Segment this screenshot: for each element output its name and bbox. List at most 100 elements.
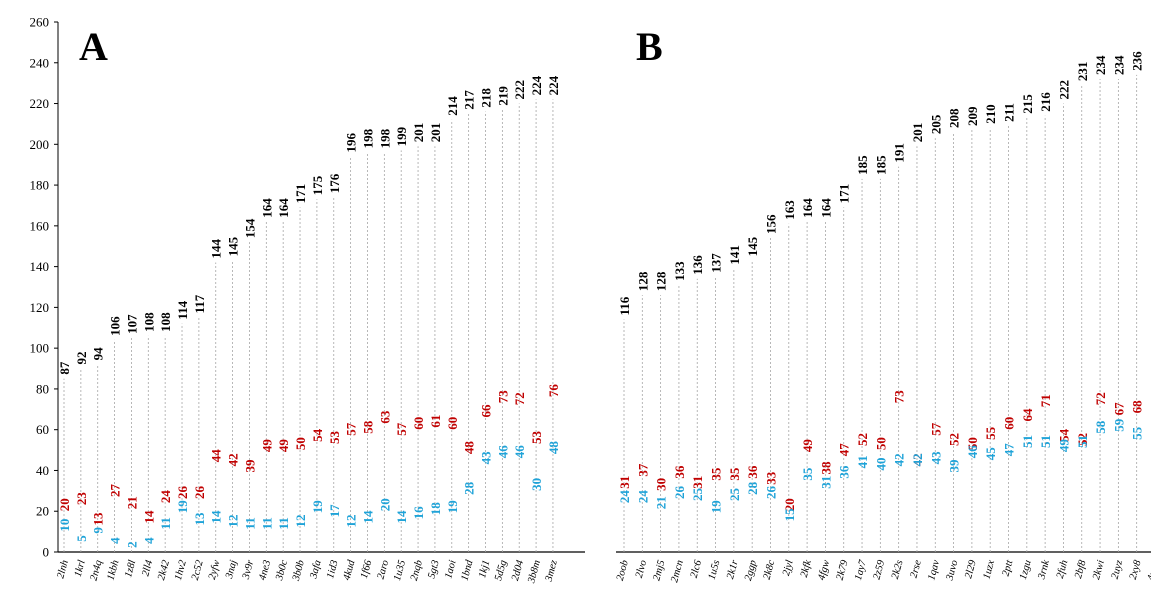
value-label-blue: 5	[74, 535, 89, 542]
y-tick-label: 220	[30, 96, 50, 111]
value-label-black: 222	[1056, 80, 1071, 100]
value-label-black: 145	[745, 236, 760, 256]
value-label-black: 171	[293, 184, 308, 204]
category-label: 2ggp	[743, 559, 759, 582]
category-label: 4kud	[342, 558, 358, 581]
value-label-blue: 51	[1075, 435, 1090, 448]
category-label: 1uzx	[981, 559, 997, 581]
value-label-blue: 20	[377, 498, 392, 511]
value-label-black: 231	[1075, 62, 1090, 82]
value-label-blue: 14	[209, 510, 224, 524]
value-label-red: 73	[892, 390, 907, 404]
category-label: 2aro	[376, 559, 392, 581]
value-label-red: 50	[293, 437, 308, 450]
category-label: 1zgu	[1018, 559, 1034, 581]
value-label-blue: 49	[1056, 439, 1071, 453]
value-label-blue: 19	[175, 500, 190, 514]
value-label-black: 164	[818, 198, 833, 218]
category-label: 3b0c	[274, 559, 290, 583]
category-label: 2k1r	[725, 558, 741, 580]
category-label: 1bnd	[459, 558, 475, 582]
category-label: 4fgw	[816, 559, 832, 582]
value-label-black: 218	[479, 88, 494, 108]
category-label: 3b0b	[291, 559, 307, 583]
category-label: 1kj1	[477, 559, 492, 579]
value-label-blue: 4	[141, 537, 156, 544]
value-label-red: 58	[360, 420, 375, 434]
y-tick-label: 240	[30, 55, 50, 70]
category-label: 2uyz	[1110, 559, 1126, 580]
value-label-blue: 51	[1038, 435, 1053, 448]
value-label-black: 164	[800, 198, 815, 218]
value-label-blue: 46	[512, 445, 527, 459]
value-label-red: 27	[108, 483, 123, 497]
value-label-red: 49	[259, 439, 274, 453]
value-label-black: 216	[1038, 92, 1053, 112]
value-label-blue: 12	[226, 515, 241, 528]
y-tick-label: 140	[30, 259, 50, 274]
category-label: 3rnk	[1036, 559, 1052, 582]
value-label-red: 37	[635, 463, 650, 477]
value-label-red: 35	[727, 467, 742, 481]
value-label-black: 201	[411, 123, 426, 143]
value-label-black: 108	[141, 312, 156, 332]
value-label-black: 191	[892, 143, 907, 163]
category-label: 2fuh	[1055, 559, 1070, 580]
value-label-red: 13	[91, 512, 106, 526]
y-tick-label: 80	[36, 381, 49, 396]
value-label-blue: 16	[411, 506, 426, 520]
value-label-black: 128	[654, 271, 669, 291]
value-label-black: 144	[209, 238, 224, 258]
value-label-red: 72	[512, 392, 527, 405]
value-label-black: 164	[259, 198, 274, 218]
value-label-black: 175	[310, 175, 325, 195]
value-label-black: 145	[226, 236, 241, 256]
value-label-black: 171	[837, 184, 852, 204]
value-label-blue: 41	[855, 455, 870, 468]
category-label: 1ay7	[853, 558, 869, 581]
value-label-blue: 17	[327, 504, 342, 518]
category-label: 2yfw	[207, 559, 223, 581]
value-label-blue: 11	[242, 517, 257, 529]
value-label-red: 57	[394, 422, 409, 436]
category-label: 3uvo	[944, 559, 960, 583]
y-tick-label: 160	[30, 218, 50, 233]
value-label-blue: 9	[91, 527, 106, 534]
value-label-black: 211	[1002, 103, 1017, 122]
category-label: 2nqb	[409, 559, 425, 582]
value-label-blue: 46	[965, 445, 980, 459]
value-label-black: 214	[445, 96, 460, 116]
value-label-blue: 39	[947, 459, 962, 473]
category-label: 3naj	[224, 559, 240, 581]
value-label-blue: 48	[546, 441, 561, 455]
value-label-black: 205	[928, 114, 943, 134]
value-label-black: 234	[1111, 55, 1126, 75]
value-label-blue: 59	[1111, 418, 1126, 432]
value-label-red: 67	[1111, 402, 1126, 416]
value-label-black: 222	[512, 80, 527, 100]
value-label-blue: 10	[57, 519, 72, 532]
value-label-blue: 13	[192, 512, 207, 526]
value-label-black: 224	[546, 75, 561, 95]
category-label: 2lc6	[689, 558, 704, 579]
value-label-black: 164	[276, 198, 291, 218]
category-label: 2xy8	[1128, 558, 1144, 581]
value-label-blue: 42	[910, 453, 925, 466]
value-label-blue: 26	[763, 486, 778, 500]
value-label-red: 31	[690, 476, 705, 489]
value-label-black: 210	[983, 104, 998, 124]
value-label-blue: 43	[928, 451, 943, 465]
value-label-black: 234	[1093, 55, 1108, 75]
value-label-black: 107	[124, 314, 139, 334]
value-label-blue: 35	[800, 467, 815, 481]
category-label: 3mez	[543, 559, 559, 584]
value-label-blue: 47	[1002, 443, 1017, 457]
y-tick-label: 0	[43, 545, 50, 560]
value-label-red: 57	[928, 422, 943, 436]
category-label: 2kwi	[1091, 559, 1107, 581]
value-label-red: 42	[226, 453, 241, 466]
value-label-black: 114	[175, 300, 190, 319]
value-label-blue: 45	[983, 447, 998, 461]
value-label-red: 44	[209, 449, 224, 463]
y-tick-label: 40	[36, 463, 49, 478]
